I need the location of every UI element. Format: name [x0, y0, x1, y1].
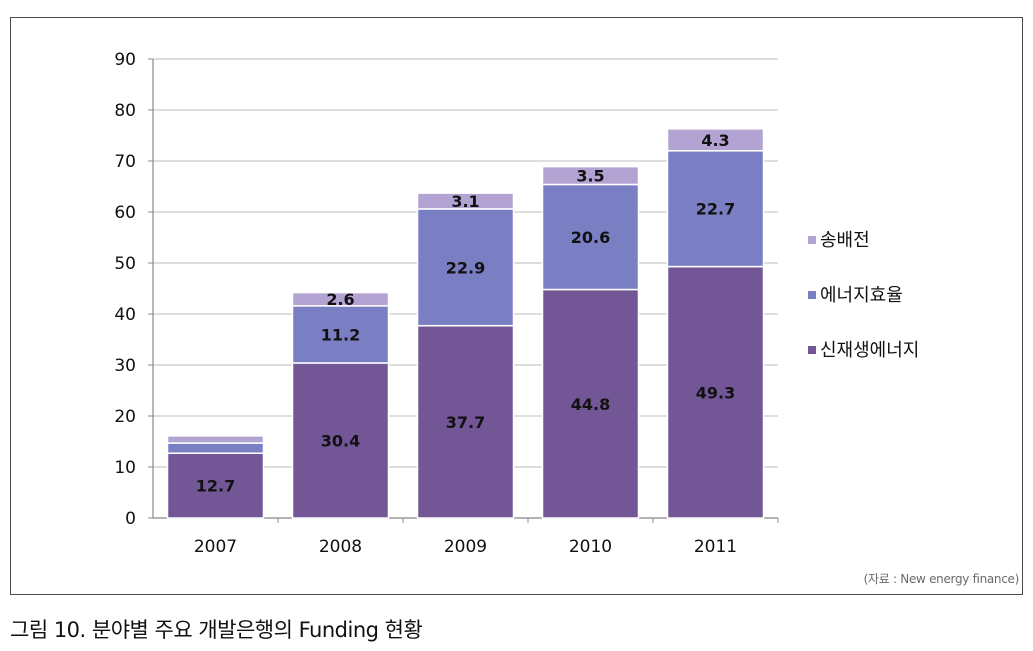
bar-segment — [166, 435, 265, 444]
y-tick-label: 30 — [114, 356, 136, 376]
y-tick-label: 60 — [114, 203, 136, 223]
data-label: 22.9 — [446, 258, 485, 277]
legend-label: 에너지효율 — [820, 285, 903, 306]
figure-caption: 그림 10. 분야별 주요 개발은행의 Funding 현황 — [10, 618, 423, 642]
legend-swatch — [808, 291, 816, 299]
data-label: 44.8 — [571, 395, 610, 414]
x-tick-label: 2008 — [319, 537, 362, 557]
x-tick-label: 2009 — [444, 537, 487, 557]
y-tick-label: 0 — [125, 509, 136, 529]
bar-segment — [291, 291, 390, 307]
legend-swatch — [808, 346, 816, 354]
bar-segment — [416, 324, 515, 519]
data-label: 3.1 — [451, 192, 479, 211]
x-tick-label: 2007 — [194, 537, 237, 557]
y-tick-label: 90 — [114, 50, 136, 70]
data-label: 30.4 — [321, 431, 360, 450]
y-tick-label: 80 — [114, 101, 136, 121]
stacked-bar-chart: 0 10 20 30 40 50 60 70 80 90 12.7 2007 30.4 11.2 2.6 20… — [114, 50, 919, 557]
legend-swatch — [808, 236, 816, 244]
bar-segment — [416, 208, 515, 327]
x-tick-label: 2010 — [569, 537, 612, 557]
y-tick-label: 20 — [114, 407, 136, 427]
bar-segment — [541, 165, 640, 186]
y-tick-label: 10 — [114, 458, 136, 478]
bar-segment — [291, 362, 390, 519]
bar-segment — [666, 128, 765, 152]
bar-segment — [416, 192, 515, 210]
data-label: 2.6 — [326, 290, 354, 309]
data-label: 20.6 — [571, 228, 610, 247]
y-tick-label: 50 — [114, 254, 136, 274]
data-label: 3.5 — [576, 167, 604, 186]
y-tick-label: 40 — [114, 305, 136, 325]
data-label: 12.7 — [196, 477, 235, 496]
data-label: 37.7 — [446, 413, 485, 432]
source-note: (자료 : New energy finance) — [863, 572, 1020, 586]
y-tick-label: 70 — [114, 152, 136, 172]
bar-segment — [541, 288, 640, 519]
bar-segment — [166, 442, 265, 454]
legend-label: 송배전 — [820, 230, 870, 251]
x-tick-label: 2011 — [694, 537, 737, 557]
bar-segment — [666, 265, 765, 519]
data-label: 22.7 — [696, 200, 735, 219]
data-label: 49.3 — [696, 383, 735, 402]
data-label: 4.3 — [701, 131, 729, 150]
legend-label: 신재생에너지 — [820, 340, 919, 361]
data-label: 11.2 — [321, 325, 360, 344]
bar-segment — [166, 452, 265, 519]
